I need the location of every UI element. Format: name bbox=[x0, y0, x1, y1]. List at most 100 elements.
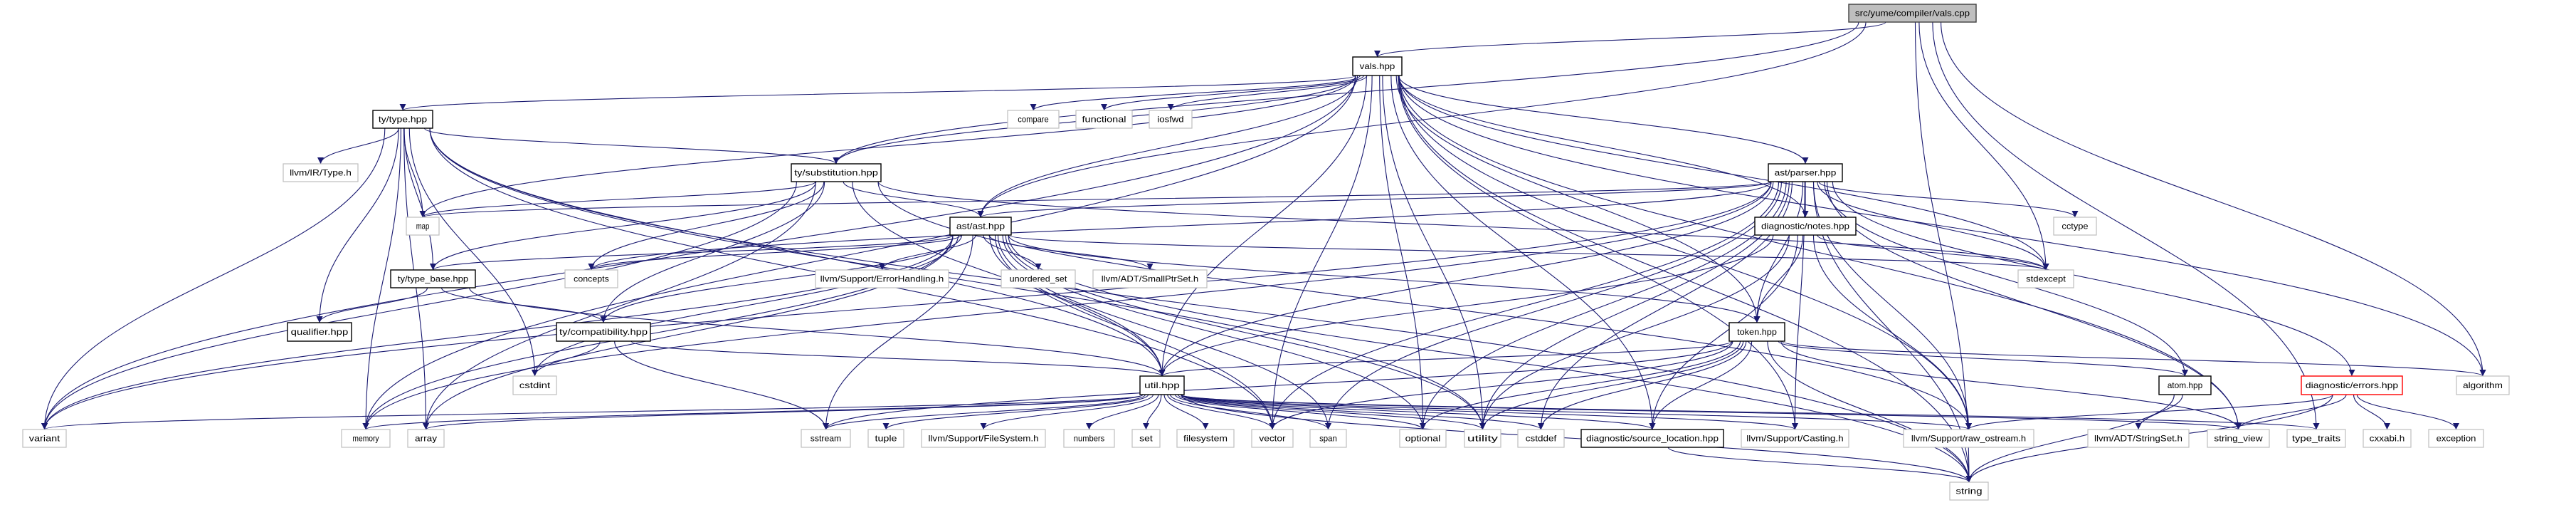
node-box bbox=[1063, 429, 1115, 448]
node-cctype[interactable]: cctype bbox=[2053, 217, 2097, 236]
edge-errors_hpp-to-exception bbox=[2356, 394, 2459, 430]
node-filesystem-h[interactable]: llvm/Support/FileSystem.h bbox=[921, 429, 1046, 448]
node-notes-hpp[interactable]: diagnostic/notes.hpp bbox=[1754, 217, 1857, 236]
node-box bbox=[556, 322, 651, 342]
node-sstream[interactable]: sstream bbox=[801, 429, 851, 448]
node-concepts[interactable]: concepts bbox=[564, 269, 618, 288]
node-tuple[interactable]: tuple bbox=[867, 429, 904, 448]
node-set[interactable]: set bbox=[1131, 429, 1161, 448]
node-numbers[interactable]: numbers bbox=[1063, 429, 1115, 448]
node-memory[interactable]: memory bbox=[341, 429, 391, 448]
edge-util_hpp-to-raw_ostream bbox=[1181, 394, 1972, 430]
node-label: llvm/Support/ErrorHandling.h bbox=[820, 274, 944, 284]
node-box bbox=[1001, 269, 1076, 288]
edge-type_hpp-to-memory bbox=[362, 127, 401, 430]
node-label: map bbox=[416, 222, 430, 231]
node-label: string bbox=[1955, 486, 1982, 496]
node-cxxabi[interactable]: cxxabi.h bbox=[2363, 429, 2412, 448]
edge-util_hpp-to-variant bbox=[41, 394, 1144, 430]
node-label: vector bbox=[1259, 434, 1285, 444]
node-compare[interactable]: compare bbox=[1007, 110, 1060, 129]
node-label: vals.hpp bbox=[1360, 61, 1395, 71]
node-exception[interactable]: exception bbox=[2428, 429, 2484, 448]
node-qualifier-hpp[interactable]: qualifier.hpp bbox=[287, 322, 352, 342]
node-label: ty/type.hpp bbox=[379, 115, 428, 125]
node-filesystem[interactable]: filesystem bbox=[1176, 429, 1235, 448]
node-box bbox=[1728, 322, 1785, 342]
node-box bbox=[2017, 269, 2074, 288]
edge-util_hpp-to-vector bbox=[1167, 394, 1276, 430]
node-raw-ostream[interactable]: llvm/Support/raw_ostream.h bbox=[1903, 429, 2034, 448]
node-llvm-type[interactable]: llvm/IR/Type.h bbox=[283, 163, 359, 182]
edge-subst_hpp-to-map bbox=[419, 181, 816, 218]
node-cstdint[interactable]: cstdint bbox=[512, 375, 557, 395]
node-vals-cpp[interactable]: src/yume/compiler/vals.cpp bbox=[1848, 4, 1977, 23]
node-box bbox=[283, 163, 359, 182]
node-box bbox=[2301, 375, 2403, 395]
edge-type_hpp-to-cstdint bbox=[408, 127, 538, 377]
edge-subst_hpp-to-raw_ostream bbox=[877, 181, 1972, 430]
node-type-traits[interactable]: type_traits bbox=[2286, 429, 2346, 448]
node-label: llvm/IR/Type.h bbox=[290, 168, 352, 178]
node-stdexcept[interactable]: stdexcept bbox=[2017, 269, 2074, 288]
node-stringset[interactable]: llvm/ADT/StringSet.h bbox=[2087, 429, 2190, 448]
node-label: cxxabi.h bbox=[2370, 434, 2405, 444]
node-box bbox=[1139, 375, 1185, 395]
node-box bbox=[512, 375, 557, 395]
edge-vals_cpp-to-stdexcept bbox=[1918, 21, 2049, 271]
node-box bbox=[372, 110, 433, 129]
node-span[interactable]: span bbox=[1309, 429, 1347, 448]
node-box bbox=[1176, 429, 1235, 448]
node-smallptrset[interactable]: llvm/ADT/SmallPtrSet.h bbox=[1092, 269, 1208, 288]
node-label: token.hpp bbox=[1737, 327, 1777, 337]
edge-vals_hpp-to-string_view bbox=[1398, 75, 2242, 430]
edge-vals_hpp-to-util_hpp bbox=[1158, 75, 1367, 377]
node-subst-hpp[interactable]: ty/substitution.hpp bbox=[791, 163, 882, 182]
node-string-view[interactable]: string_view bbox=[2207, 429, 2270, 448]
node-cstddef[interactable]: cstddef bbox=[1517, 429, 1565, 448]
edge-ast_hpp-to-token_hpp bbox=[1008, 234, 1761, 323]
node-type-hpp[interactable]: ty/type.hpp bbox=[372, 110, 433, 129]
node-parser-hpp[interactable]: ast/parser.hpp bbox=[1768, 163, 1843, 182]
node-label: concepts bbox=[574, 274, 609, 284]
edge-ast_hpp-to-errhandling bbox=[879, 234, 976, 271]
node-string[interactable]: string bbox=[1949, 481, 1989, 501]
node-map[interactable]: map bbox=[406, 217, 440, 236]
node-optional[interactable]: optional bbox=[1399, 429, 1447, 448]
edge-parser_hpp-to-ast_hpp bbox=[977, 181, 1772, 218]
edge-vals_hpp-to-notes_hpp bbox=[1398, 75, 1809, 218]
node-ast-hpp[interactable]: ast/ast.hpp bbox=[949, 217, 1012, 236]
edge-ast_hpp-to-array bbox=[423, 234, 954, 430]
node-box bbox=[2087, 429, 2190, 448]
node-box bbox=[867, 429, 904, 448]
node-label: numbers bbox=[1074, 434, 1104, 444]
node-label: exception bbox=[2437, 434, 2476, 444]
node-atom-hpp[interactable]: atom.hpp bbox=[2158, 375, 2212, 395]
edge-subst_hpp-to-compat_hpp bbox=[600, 181, 825, 323]
node-variant[interactable]: variant bbox=[22, 429, 67, 448]
node-label: cstddef bbox=[1526, 434, 1557, 444]
node-vals-hpp[interactable]: vals.hpp bbox=[1352, 56, 1403, 76]
edge-notes_hpp-to-token_hpp bbox=[1753, 234, 1804, 323]
node-array[interactable]: array bbox=[407, 429, 445, 448]
node-unordered-set[interactable]: unordered_set bbox=[1001, 269, 1076, 288]
node-box bbox=[2363, 429, 2412, 448]
node-compat-hpp[interactable]: ty/compatibility.hpp bbox=[556, 322, 651, 342]
node-util-hpp[interactable]: util.hpp bbox=[1139, 375, 1185, 395]
edge-vals_hpp-to-ast_hpp bbox=[977, 75, 1358, 218]
node-token-hpp[interactable]: token.hpp bbox=[1728, 322, 1785, 342]
node-utility[interactable]: utility bbox=[1464, 429, 1501, 448]
edge-type_base_hpp-to-qualifier_hpp bbox=[316, 287, 428, 323]
nodes: src/yume/compiler/vals.cpp vals.hpp ty/typ… bbox=[22, 4, 2510, 501]
node-type-base-hpp[interactable]: ty/type_base.hpp bbox=[390, 269, 476, 288]
node-functional[interactable]: functional bbox=[1075, 110, 1133, 129]
node-algorithm[interactable]: algorithm bbox=[2456, 375, 2510, 395]
node-label: algorithm bbox=[2463, 380, 2503, 390]
node-srcloc-hpp[interactable]: diagnostic/source_location.hpp bbox=[1580, 429, 1724, 448]
node-iosfwd[interactable]: iosfwd bbox=[1149, 110, 1193, 129]
node-errors-hpp[interactable]: diagnostic/errors.hpp bbox=[2301, 375, 2403, 395]
node-label: compare bbox=[1018, 115, 1049, 125]
node-errhandling[interactable]: llvm/Support/ErrorHandling.h bbox=[815, 269, 949, 288]
node-casting[interactable]: llvm/Support/Casting.h bbox=[1741, 429, 1849, 448]
node-vector[interactable]: vector bbox=[1251, 429, 1294, 448]
